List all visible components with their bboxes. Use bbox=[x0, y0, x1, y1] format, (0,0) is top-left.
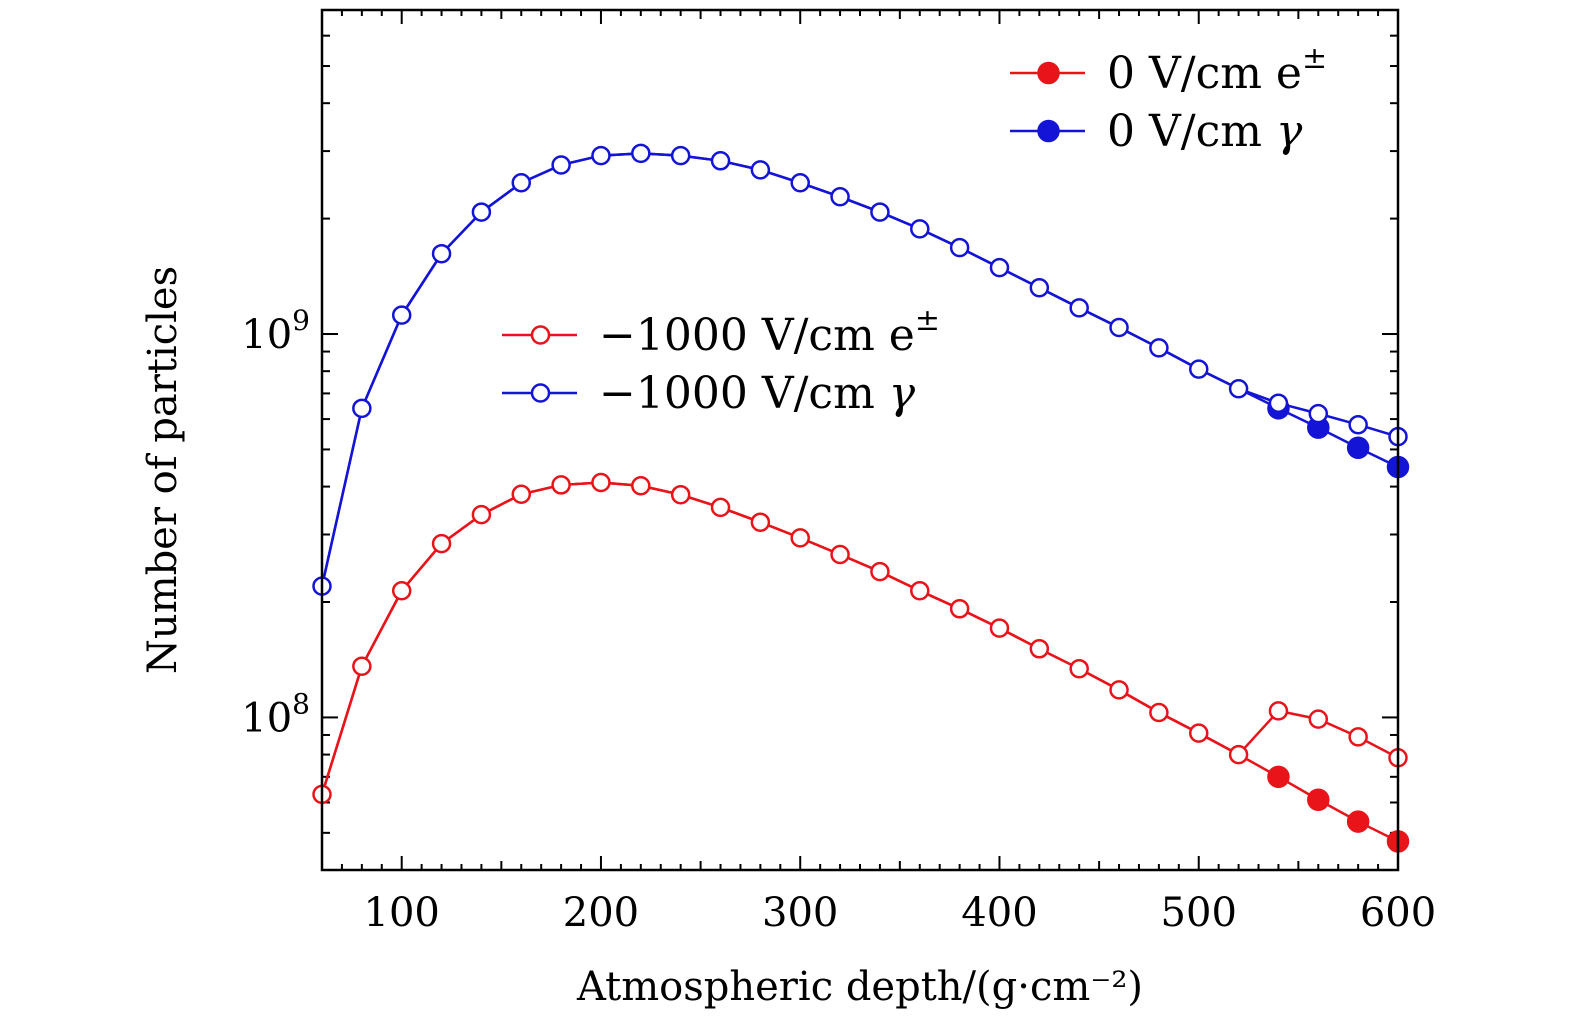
data-point bbox=[989, 618, 1010, 638]
data-point bbox=[949, 237, 970, 258]
data-point bbox=[1348, 727, 1368, 747]
data-point bbox=[1149, 702, 1169, 723]
y-tick-label: 108 bbox=[241, 687, 310, 741]
data-point bbox=[1308, 403, 1329, 424]
data-point bbox=[790, 173, 810, 193]
data-point bbox=[1346, 810, 1370, 833]
legend-marker bbox=[1037, 119, 1060, 143]
data-point bbox=[1149, 338, 1169, 358]
data-point bbox=[750, 160, 771, 180]
legend-label: 0 V/cm e± bbox=[1107, 41, 1327, 99]
data-point bbox=[870, 202, 890, 222]
data-point bbox=[949, 599, 970, 619]
data-point bbox=[1268, 393, 1289, 413]
data-point bbox=[1228, 744, 1249, 765]
legend-marker bbox=[1037, 61, 1060, 85]
data-point bbox=[1109, 680, 1129, 700]
data-point bbox=[1029, 639, 1050, 659]
series-layer bbox=[312, 143, 1410, 853]
x-tick-label: 400 bbox=[961, 890, 1037, 936]
data-point bbox=[670, 484, 691, 505]
data-point bbox=[1069, 658, 1089, 679]
series-line bbox=[320, 481, 1399, 795]
data-point bbox=[471, 202, 492, 222]
data-point bbox=[910, 580, 930, 601]
data-point bbox=[1228, 378, 1249, 399]
data-point bbox=[790, 528, 810, 548]
plot-frame bbox=[320, 8, 1400, 872]
data-point bbox=[631, 143, 651, 164]
data-point bbox=[830, 544, 850, 565]
data-point bbox=[710, 497, 731, 518]
y-axis-title: Number of particles bbox=[140, 266, 186, 674]
data-point bbox=[1188, 359, 1209, 379]
data-point bbox=[551, 475, 571, 495]
data-point bbox=[471, 504, 492, 525]
data-point bbox=[352, 656, 372, 676]
data-point bbox=[1188, 723, 1209, 743]
data-point bbox=[391, 305, 412, 325]
data-point bbox=[551, 155, 571, 175]
data-point bbox=[750, 512, 771, 532]
data-point bbox=[631, 476, 651, 496]
legend-marker bbox=[530, 383, 551, 403]
data-point bbox=[591, 145, 611, 166]
data-point bbox=[830, 187, 850, 207]
x-tick-label: 200 bbox=[563, 890, 639, 936]
data-point bbox=[1109, 317, 1129, 338]
data-point bbox=[511, 484, 532, 505]
data-point bbox=[1348, 414, 1368, 435]
y-tick-label: 109 bbox=[241, 304, 310, 358]
legend-marker bbox=[530, 325, 551, 345]
data-point bbox=[352, 398, 372, 419]
data-point bbox=[391, 580, 412, 601]
x-tick-label: 600 bbox=[1360, 890, 1436, 936]
data-point bbox=[670, 145, 691, 166]
data-point bbox=[431, 533, 452, 554]
data-point bbox=[1346, 436, 1370, 460]
x-axis-title: Atmospheric depth/(g·cm⁻²) bbox=[576, 964, 1143, 1010]
data-point bbox=[910, 219, 930, 239]
data-point bbox=[1267, 765, 1290, 789]
x-tick-label: 500 bbox=[1161, 890, 1237, 936]
data-point bbox=[591, 472, 611, 493]
data-point bbox=[1308, 709, 1329, 729]
legend-label: −1000 V/cm e± bbox=[599, 303, 940, 361]
data-point bbox=[1307, 788, 1330, 811]
data-point bbox=[1268, 701, 1289, 721]
data-point bbox=[989, 257, 1010, 278]
x-tick-label: 300 bbox=[762, 890, 838, 936]
data-point bbox=[1069, 298, 1089, 318]
series-line bbox=[320, 152, 1399, 587]
data-point bbox=[870, 561, 890, 582]
legend-label: −1000 V/cm γ bbox=[599, 368, 916, 419]
tick-layer: 100 200 300 400 500 600 108 109 bbox=[241, 9, 1436, 936]
legend-layer: 0 V/cm e± 0 V/cm γ −1000 V/cm e± −1000 V/cm… bbox=[502, 41, 1327, 419]
data-point bbox=[1029, 278, 1050, 298]
data-point bbox=[511, 173, 532, 193]
x-tick-label: 100 bbox=[364, 890, 440, 936]
data-point bbox=[710, 151, 731, 171]
legend-label: 0 V/cm γ bbox=[1107, 106, 1303, 157]
data-point bbox=[431, 243, 452, 264]
